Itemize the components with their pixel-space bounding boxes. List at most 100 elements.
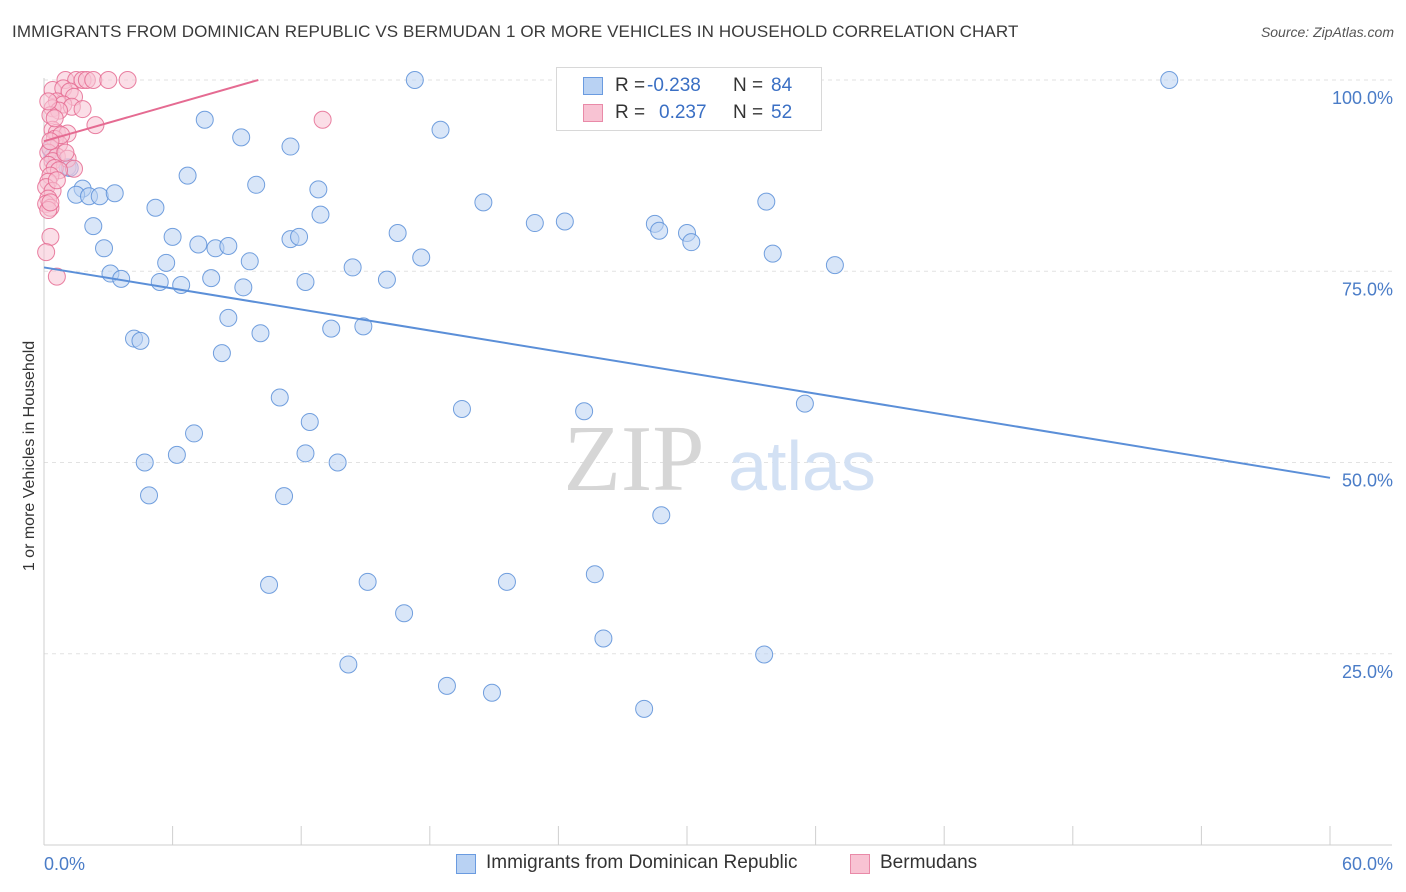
dominican-point: [437, 676, 456, 695]
dominican-point: [635, 699, 654, 718]
dominican-point: [339, 655, 358, 674]
dominican-point: [395, 604, 414, 623]
bermudan-point: [65, 159, 84, 178]
legend-n-label: N =: [733, 75, 764, 96]
dominican-point: [412, 248, 431, 267]
dominican-point: [755, 645, 774, 664]
y-axis-label: 1 or more Vehicles in Household: [21, 341, 38, 571]
bermudan-point: [37, 243, 56, 262]
dominican-point: [146, 198, 165, 217]
dominican-point: [300, 412, 319, 431]
dominican-point: [234, 278, 253, 297]
dominican-point: [763, 244, 782, 263]
bermudan-point: [47, 171, 66, 190]
legend-r-value: -0.238: [647, 75, 701, 96]
trend-lines: [43, 79, 1331, 479]
dominican-point: [585, 565, 604, 584]
grid-lines: [44, 79, 1392, 655]
correlation-legend: R = -0.238 N = 84 R = 0.237 N = 52: [556, 67, 822, 131]
legend-n-value: 52: [771, 102, 793, 123]
dominican-point: [309, 180, 328, 199]
dominican-point: [251, 324, 270, 343]
x-tick-label: 60.0%: [1342, 854, 1393, 874]
bermudan-point: [313, 110, 332, 129]
y-tick-label: 50.0%: [1342, 471, 1393, 491]
dominican-point: [189, 235, 208, 254]
dominican-point: [555, 212, 574, 231]
legend-n-value: 84: [771, 75, 793, 96]
bermudan-point: [41, 193, 60, 212]
series-dominican-points: [41, 71, 1179, 718]
dominican-point: [757, 192, 776, 211]
dominican-point: [405, 71, 424, 89]
bottom-legend-swatch-bermudan: [850, 854, 870, 874]
bottom-legend-label: Bermudans: [880, 852, 978, 873]
dominican-point: [131, 331, 150, 350]
dominican-point: [825, 256, 844, 275]
series-bermudan-points: [37, 71, 332, 286]
bermudan-point: [56, 143, 75, 162]
tick-labels: 100.0% 75.0% 50.0% 25.0% 0.0% 60.0%: [44, 88, 1393, 874]
dominican-point: [140, 486, 159, 505]
bermudan-point: [41, 132, 60, 151]
legend-swatch-bermudan: [583, 104, 603, 122]
dominican-point: [652, 506, 671, 525]
dominican-point: [497, 572, 516, 591]
legend-row-dominican: R = -0.238 N = 84: [557, 74, 821, 100]
dominican-point: [84, 217, 103, 236]
bermudan-point: [99, 71, 118, 89]
dominican-point: [105, 184, 124, 203]
dominican-point: [232, 128, 251, 147]
bermudan-point: [118, 71, 137, 89]
dominican-point: [377, 270, 396, 289]
dominican-point: [328, 453, 347, 472]
dominican-point: [795, 394, 814, 413]
dominican-point: [90, 187, 109, 206]
y-tick-label: 75.0%: [1342, 279, 1393, 299]
bermudan-point: [39, 92, 58, 111]
dominican-point: [296, 444, 315, 463]
dominican-point: [202, 269, 221, 288]
dominican-point: [682, 233, 701, 252]
dominican-point: [290, 227, 309, 246]
bermudan-point: [86, 116, 105, 135]
bermudan-point: [73, 100, 92, 119]
watermark-atlas: atlas: [728, 427, 876, 505]
dominican-point: [240, 252, 259, 271]
dominican-point: [296, 272, 315, 291]
dominican-point: [650, 221, 669, 240]
legend-r-label: R =: [615, 75, 646, 96]
y-tick-label: 100.0%: [1332, 88, 1393, 108]
dominican-point: [219, 308, 238, 327]
dominican-point: [270, 388, 289, 407]
bermudan-point: [47, 267, 66, 286]
legend-r-label: R =: [615, 102, 646, 123]
legend-r-value: 0.237: [659, 102, 707, 123]
dominican-point: [322, 319, 341, 338]
watermark-zip: ZIP: [564, 407, 705, 511]
chart-title: IMMIGRANTS FROM DOMINICAN REPUBLIC VS BE…: [12, 22, 1019, 41]
dominican-point: [178, 166, 197, 185]
dominican-point: [95, 239, 114, 258]
bermudan-point: [41, 227, 60, 246]
legend-row-bermudan: R = 0.237 N = 52: [557, 101, 821, 127]
bermudan-point: [45, 109, 64, 128]
dominican-point: [135, 453, 154, 472]
dominican-point: [594, 629, 613, 648]
bermudan-point: [84, 71, 103, 89]
dominican-trend-line: [43, 266, 1331, 479]
bermudan-trend-line: [43, 79, 259, 143]
bottom-legend-label: Immigrants from Dominican Republic: [486, 852, 798, 873]
dominican-point: [354, 317, 373, 336]
dominican-point: [185, 424, 204, 443]
source-label: Source: ZipAtlas.com: [1260, 24, 1394, 40]
axes: [43, 78, 1392, 846]
dominican-point: [358, 572, 377, 591]
dominican-point: [281, 137, 300, 156]
dominican-point: [311, 205, 330, 224]
dominican-point: [1160, 71, 1179, 89]
dominican-point: [247, 175, 266, 194]
dominican-point: [275, 487, 294, 506]
dominican-point: [431, 120, 450, 139]
